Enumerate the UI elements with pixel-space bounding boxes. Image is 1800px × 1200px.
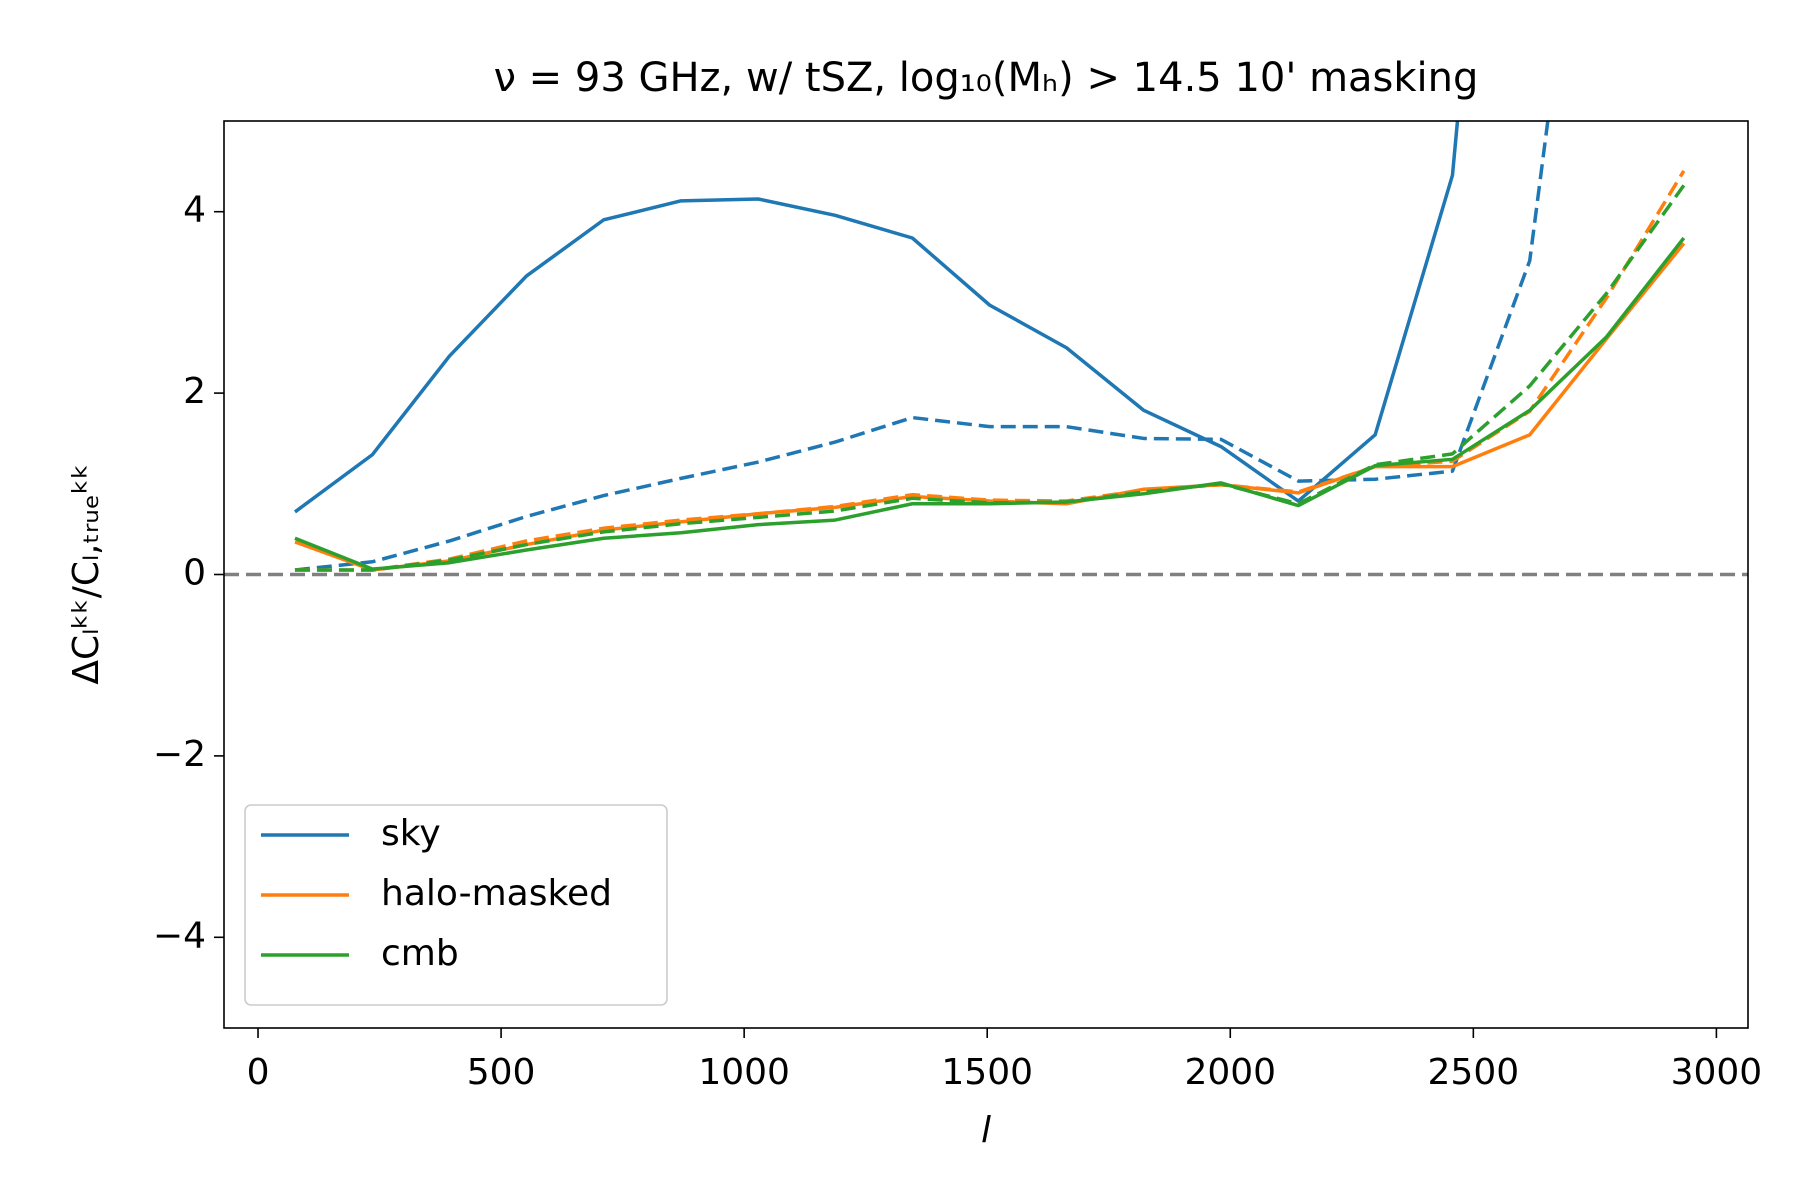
x-axis-label: l bbox=[981, 1110, 991, 1151]
y-tick-label: −4 bbox=[153, 915, 206, 956]
chart-title: ν = 93 GHz, w/ tSZ, log₁₀(Mₕ) > 14.5 10'… bbox=[494, 55, 1479, 101]
x-tick-label: 3000 bbox=[1671, 1052, 1763, 1093]
legend-label: cmb bbox=[381, 933, 459, 974]
legend-box bbox=[244, 804, 668, 1006]
legend-label: sky bbox=[381, 813, 441, 854]
legend-label: halo-masked bbox=[381, 873, 612, 914]
series-line bbox=[294, 236, 1686, 571]
y-tick-label: 4 bbox=[183, 190, 206, 231]
series-line bbox=[294, 169, 1686, 572]
x-tick-label: 0 bbox=[247, 1052, 270, 1093]
series-line bbox=[294, 184, 1686, 572]
x-tick-label: 2500 bbox=[1428, 1052, 1520, 1093]
series-line bbox=[294, 121, 1550, 572]
x-tick-label: 1500 bbox=[941, 1052, 1033, 1093]
y-tick-label: 0 bbox=[183, 553, 206, 594]
y-tick-label: 2 bbox=[183, 371, 206, 412]
y-tick-label: −2 bbox=[153, 734, 206, 775]
plot-area bbox=[224, 121, 1748, 577]
series-line bbox=[293, 121, 1460, 514]
x-tick-label: 500 bbox=[467, 1052, 536, 1093]
x-tick-label: 1000 bbox=[698, 1052, 790, 1093]
y-axis-label: ΔCₗᵏᵏ/Cₗ,ₜᵣᵤₑᵏᵏ bbox=[66, 463, 107, 684]
x-tick-label: 2000 bbox=[1184, 1052, 1276, 1093]
